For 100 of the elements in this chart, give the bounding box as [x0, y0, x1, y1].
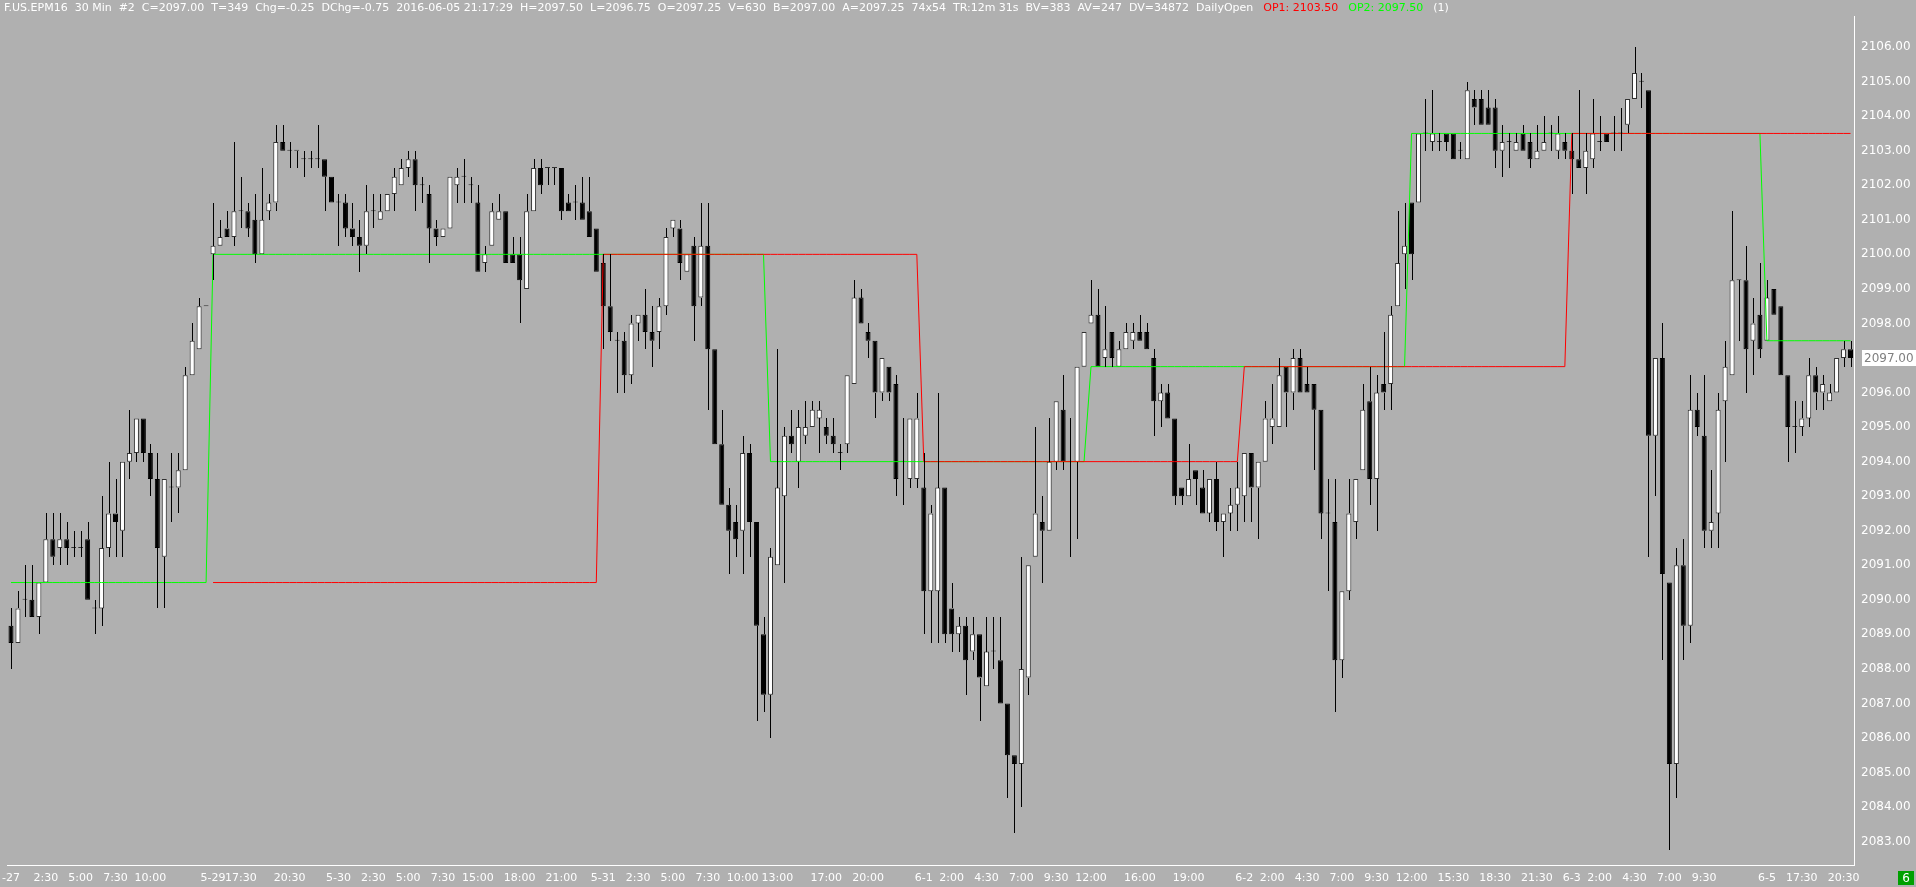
candlestick	[1409, 202, 1415, 281]
candlestick	[656, 297, 662, 350]
candlestick	[252, 193, 258, 264]
x-tick-label: 4:30	[974, 871, 999, 885]
x-tick-label: 20:30	[273, 871, 306, 885]
candlestick	[1464, 81, 1470, 160]
candlestick	[983, 616, 989, 687]
candlestick	[113, 478, 119, 558]
x-tick-label: 10:00	[134, 871, 167, 885]
y-tick-label: 2084.00	[1861, 799, 1911, 814]
y-tick-label: 2102.00	[1861, 177, 1911, 192]
candlestick	[147, 443, 153, 497]
candlestick	[524, 193, 530, 289]
candlestick	[621, 331, 627, 394]
candlestick	[364, 184, 368, 255]
candlestick	[224, 210, 230, 238]
candlestick	[183, 366, 187, 470]
candlestick	[475, 184, 481, 272]
candlestick	[1235, 461, 1239, 532]
candlestick	[781, 426, 787, 584]
x-tick-label: 10:00	[726, 871, 759, 885]
candlestick	[356, 219, 362, 273]
candlestick	[398, 158, 404, 186]
x-tick-label: 7:00	[1657, 871, 1682, 885]
candlestick	[1723, 340, 1727, 463]
x-tick-label: 15:30	[1437, 871, 1470, 885]
x-tick-label: 5:00	[395, 871, 421, 885]
candlestick	[349, 202, 355, 247]
candlestick	[1687, 374, 1693, 644]
candlestick	[928, 504, 934, 644]
y-tick-label: 2091.00	[1861, 557, 1911, 572]
candlestick	[545, 167, 551, 186]
candlestick	[1075, 367, 1079, 540]
candlestick	[36, 582, 42, 635]
candlestick	[1137, 314, 1143, 341]
candlestick	[57, 512, 63, 566]
candlestick	[1220, 513, 1226, 558]
candlestick	[140, 418, 146, 463]
candlestick	[322, 159, 328, 212]
candlestick	[1248, 452, 1254, 523]
y-tick-label: 2086.00	[1861, 730, 1911, 745]
candlestick	[795, 409, 801, 489]
candlestick	[1033, 426, 1037, 556]
candlestick	[830, 417, 836, 454]
candlestick	[691, 236, 697, 342]
candlestick	[64, 521, 70, 566]
candlestick	[733, 504, 739, 558]
x-tick-label: 13:00	[761, 871, 794, 885]
candlestick	[816, 400, 822, 454]
candlestick	[50, 512, 56, 566]
x-tick-label: 19:00	[1172, 871, 1205, 885]
candlestick	[1353, 478, 1359, 540]
candlestick	[1054, 402, 1058, 471]
candlestick	[754, 522, 760, 722]
candlestick	[865, 322, 871, 359]
candlestick	[217, 219, 223, 246]
candlestick	[1381, 331, 1387, 411]
candlestick	[1213, 461, 1219, 532]
x-tick-label: 21:00	[545, 871, 578, 885]
candlestick	[1471, 89, 1477, 126]
candlestick	[774, 348, 780, 566]
x-tick-label: 6-1	[914, 871, 933, 885]
candlestick	[1011, 755, 1017, 834]
candlestick	[1513, 132, 1519, 151]
candlestick	[1443, 133, 1449, 152]
candlestick	[1388, 305, 1394, 411]
candlestick	[1827, 383, 1833, 402]
candlestick	[211, 202, 215, 281]
candlestick	[538, 158, 544, 195]
candlestick	[879, 357, 885, 402]
x-tick-label: 6-3	[1562, 871, 1581, 885]
candlestick	[636, 315, 640, 342]
y-tick-label: 2088.00	[1861, 661, 1911, 676]
y-tick-label: 2105.00	[1861, 73, 1911, 88]
x-tick-label: 21:30	[1521, 871, 1553, 885]
candlestick	[1807, 357, 1811, 428]
x-tick-label: 5:00	[660, 871, 686, 885]
candlestick	[1123, 322, 1129, 350]
x-tick-label: 9:30	[1364, 871, 1390, 885]
candlestick	[1290, 348, 1296, 411]
candlestick	[1102, 305, 1108, 368]
x-tick-label: 16:00	[1123, 871, 1156, 885]
y-tick-label: 2094.00	[1861, 453, 1911, 468]
candlestick	[845, 376, 849, 454]
candlestick	[1318, 409, 1324, 540]
candlestick	[1492, 98, 1498, 169]
candlestick	[1680, 538, 1686, 661]
candlestick	[872, 340, 878, 419]
candlestick	[851, 279, 857, 384]
candlestick	[719, 409, 725, 505]
candlestick	[405, 150, 411, 178]
candlestick	[977, 634, 983, 722]
candlestick	[1060, 374, 1066, 471]
y-tick-label: 2090.00	[1861, 591, 1911, 606]
candlestick	[245, 202, 251, 238]
candlestick	[1645, 90, 1651, 558]
candlestick	[579, 176, 585, 220]
text: OP1: 2103.50	[1263, 1, 1339, 14]
y-tick-label: 2100.00	[1861, 246, 1911, 261]
candlestick	[154, 452, 160, 609]
